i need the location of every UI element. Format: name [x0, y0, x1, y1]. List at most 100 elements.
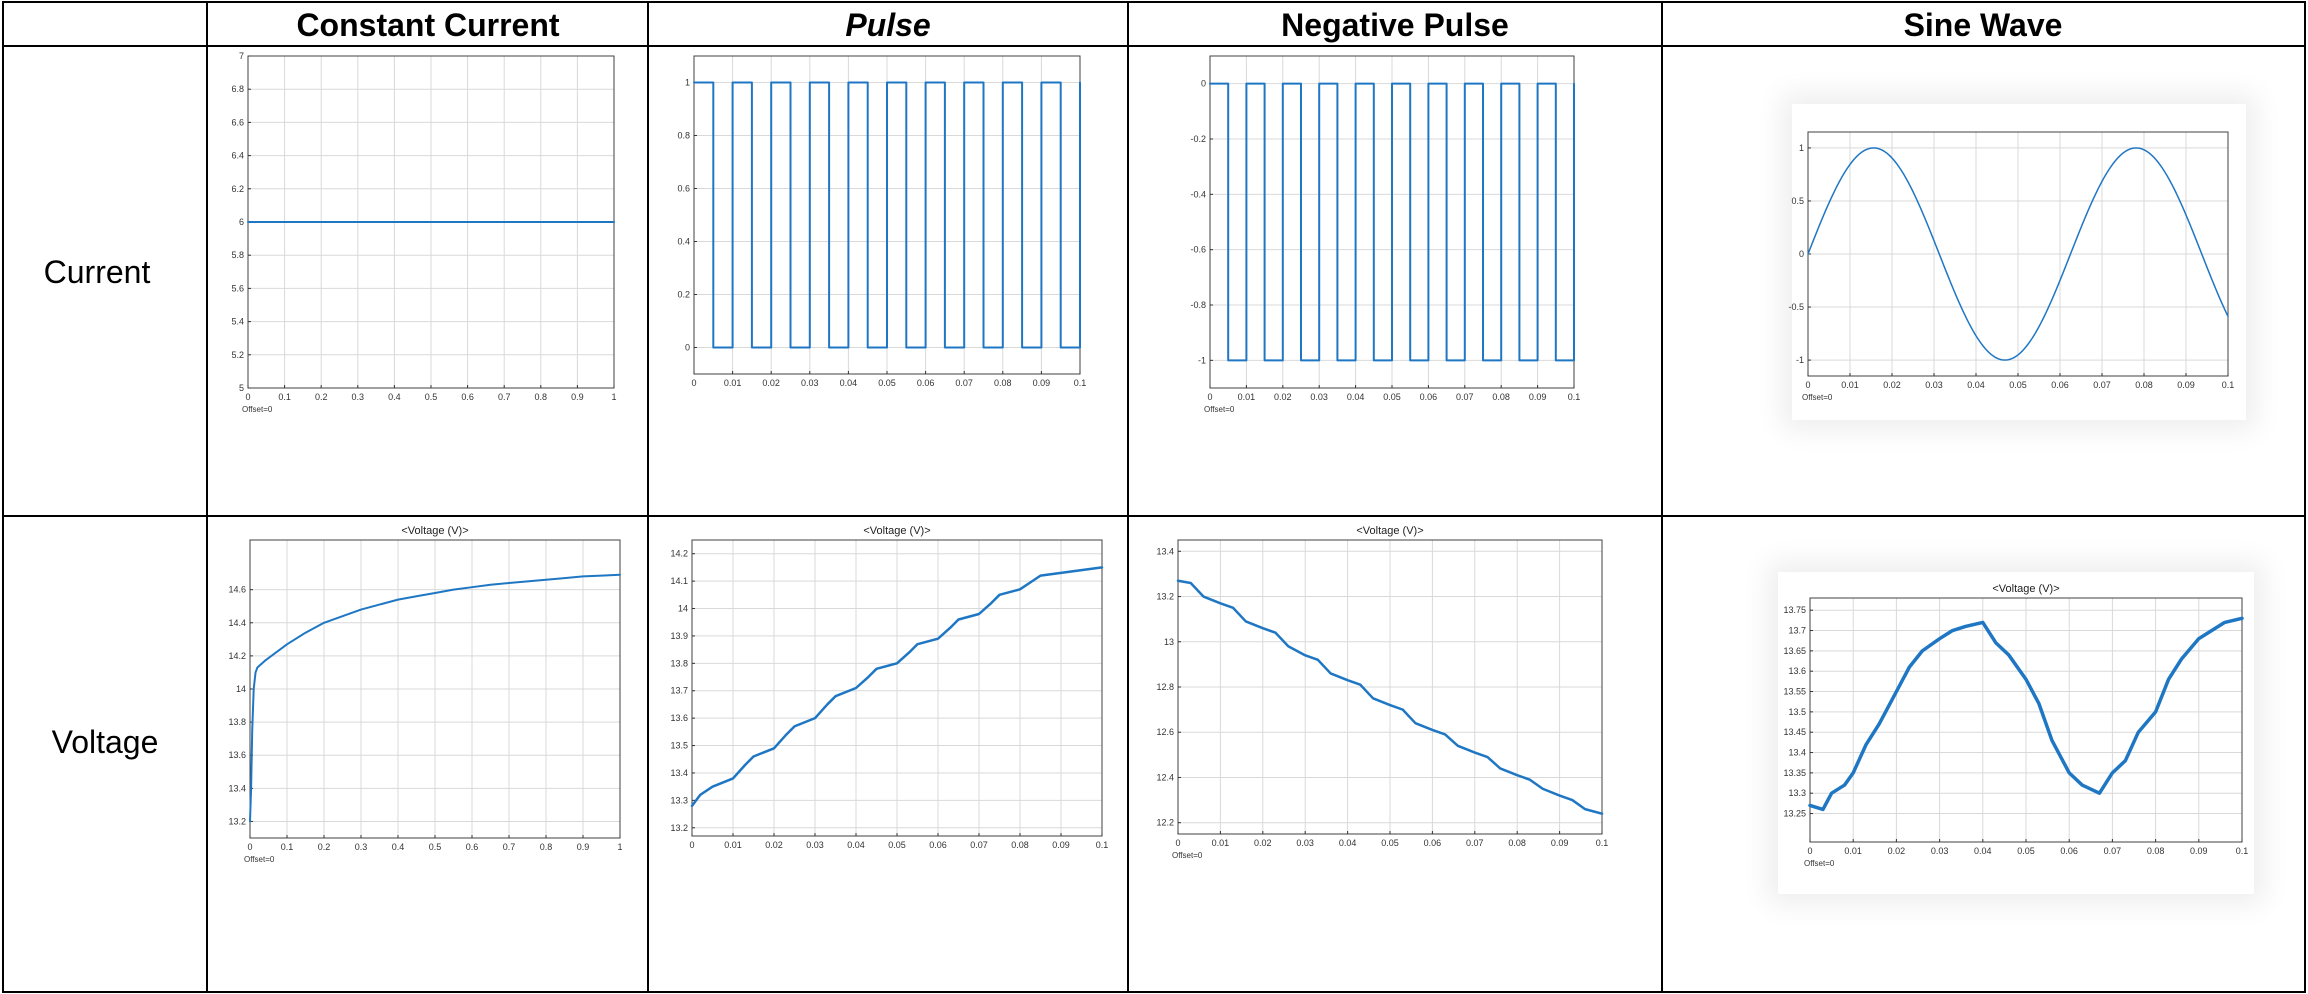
- header-sine-wave: Sine Wave: [1904, 7, 2063, 43]
- cc-current-xtick: 0: [245, 392, 250, 402]
- negpulse-voltage-ytick: 12.2: [1156, 818, 1174, 828]
- negative-pulse-current-plot: 0 0.01 0.02 0.03 0.04 0.05 0.06 0.07 0.08 0.09 0.1…: [1190, 52, 1588, 434]
- negpulse-voltage-series-line: [1176, 579, 1604, 815]
- sine-voltage-xtick: 0.05: [2017, 846, 2035, 856]
- cc-voltage-xtick: 0.6: [466, 842, 479, 852]
- pulse-voltage-ytick: 14.1: [670, 576, 688, 586]
- cc-voltage-xtick: 0.3: [355, 842, 368, 852]
- pulse-voltage-xtick: 0.08: [1011, 840, 1029, 850]
- sine-current-ytick: 0.5: [1791, 196, 1804, 206]
- header-constant-current: Constant Current: [296, 7, 559, 43]
- cc-current-xtick: 0.5: [425, 392, 438, 402]
- pulse-current-xtick: 0.08: [994, 378, 1012, 388]
- cc-current-ytick: 5.2: [231, 350, 244, 360]
- cc-current-ytick: 6.4: [231, 151, 244, 161]
- sine-current-series-line: [1807, 147, 2229, 361]
- cc-voltage-grid: [249, 540, 621, 838]
- pulse-current-xtick: 0.05: [878, 378, 896, 388]
- cc-voltage-ytick: 13.8: [228, 717, 246, 727]
- negpulse-voltage-ytick: 12.8: [1156, 682, 1174, 692]
- constant-current-current-plot: 0 0.1 0.2 0.3 0.4 0.5 0.6 0.7 0.8 0.9 1 5 5.2 5.4 5.6 5…: [228, 51, 626, 438]
- pulse-voltage-series-line: [690, 566, 1104, 808]
- cc-voltage-ytick: 13.2: [228, 816, 246, 826]
- sine-voltage-ytick: 13.45: [1783, 727, 1806, 737]
- cc-current-ytick: 5.4: [231, 317, 244, 327]
- sine-voltage-ytick: 13.75: [1783, 605, 1806, 615]
- cc-current-ytick: 5.6: [231, 283, 244, 293]
- negpulse-current-ytick: -0.4: [1190, 189, 1206, 199]
- sine-voltage-xtick: 0.08: [2147, 846, 2165, 856]
- sine-current-ytick: 0: [1799, 249, 1804, 259]
- cc-current-ytick: 6.8: [231, 84, 244, 94]
- sine-current-xtick: 0: [1805, 380, 1810, 390]
- cc-voltage-ytick: 13.6: [228, 750, 246, 760]
- cc-voltage-ytick: 14.4: [228, 618, 246, 628]
- cc-current-xtick: 0.3: [352, 392, 365, 402]
- sine-voltage-xtick: 0: [1807, 846, 1812, 856]
- pulse-current-xtick: 0.09: [1033, 378, 1051, 388]
- sine-current-svg: 0 0.01 0.02 0.03 0.04 0.05 0.06 0.07 0.08 0.09 0.1…: [1788, 131, 2234, 402]
- cc-current-xtick: 0.7: [498, 392, 511, 402]
- cc-current-xtick: 0.1: [278, 392, 291, 402]
- negpulse-voltage-xtick: 0.07: [1466, 838, 1484, 848]
- header-negative-pulse: Negative Pulse: [1281, 7, 1509, 43]
- negpulse-current-xtick: 0.07: [1456, 392, 1474, 402]
- cc-current-svg: 0 0.1 0.2 0.3 0.4 0.5 0.6 0.7 0.8 0.9 1 5 5.2 5.4 5.6 5…: [231, 51, 616, 414]
- sine-voltage-ytick: 13.6: [1788, 666, 1806, 676]
- sine-voltage-ytick: 13.25: [1783, 809, 1806, 819]
- cc-current-xtick: 0.9: [571, 392, 584, 402]
- pulse-current-ytick: 0.4: [677, 237, 690, 247]
- negpulse-voltage-xtick: 0.04: [1339, 838, 1357, 848]
- pulse-voltage-ytick: 13.3: [670, 795, 688, 805]
- row-label-current: Current: [44, 254, 151, 290]
- sine-voltage-svg: <Voltage (V)> 0 0.01 0.02 0.03 0.04 0.05 0.06 0.…: [1783, 583, 2248, 868]
- negpulse-current-xtick: 0.02: [1274, 392, 1292, 402]
- negpulse-current-offset-label: Offset=0: [1204, 405, 1235, 414]
- pulse-voltage-ytick: 13.4: [670, 768, 688, 778]
- pulse-voltage-svg: <Voltage (V)> 0 0.01 0.02 0.03 0.04 0.05 0.06 0.…: [670, 525, 1109, 850]
- pulse-current-ytick: 0.6: [677, 184, 690, 194]
- sine-voltage-series-line: [1808, 616, 2244, 812]
- negpulse-current-xtick: 0.09: [1529, 392, 1547, 402]
- negpulse-voltage-ytick: 12.6: [1156, 727, 1174, 737]
- cc-voltage-xtick: 0.8: [540, 842, 553, 852]
- pulse-current-series-line: [693, 81, 1081, 349]
- sine-voltage-xtick: 0.03: [1931, 846, 1949, 856]
- cc-current-ytick: 6: [239, 217, 244, 227]
- cc-current-xtick: 0.8: [535, 392, 548, 402]
- cc-current-xtick: 0.6: [461, 392, 474, 402]
- pulse-voltage-xtick: 0.04: [847, 840, 865, 850]
- pulse-voltage-title: <Voltage (V)>: [863, 525, 930, 537]
- pulse-voltage-xtick: 0.1: [1096, 840, 1109, 850]
- negpulse-voltage-xtick: 0.1: [1596, 838, 1609, 848]
- sine-current-ytick: -1: [1796, 355, 1804, 365]
- pulse-voltage-xtick: 0.07: [970, 840, 988, 850]
- pulse-voltage-xtick: 0.03: [806, 840, 824, 850]
- negpulse-current-xtick: 0.1: [1568, 392, 1581, 402]
- sine-current-xtick: 0.07: [2093, 380, 2111, 390]
- sine-current-ytick: -0.5: [1788, 302, 1804, 312]
- negpulse-current-ytick: -0.2: [1190, 134, 1206, 144]
- sine-voltage-ytick: 13.3: [1788, 788, 1806, 798]
- pulse-current-xtick: 0.1: [1074, 378, 1087, 388]
- sine-voltage-ytick: 13.55: [1783, 687, 1806, 697]
- cc-voltage-xtick: 0.4: [392, 842, 405, 852]
- sine-current-xtick: 0.09: [2177, 380, 2195, 390]
- negpulse-current-xtick: 0.03: [1310, 392, 1328, 402]
- sine-voltage-xtick: 0.06: [2060, 846, 2078, 856]
- cc-voltage-xtick: 0.7: [503, 842, 516, 852]
- cc-voltage-ytick: 14.2: [228, 651, 246, 661]
- cc-current-xtick: 0.4: [388, 392, 401, 402]
- cc-current-ytick: 6.2: [231, 184, 244, 194]
- negpulse-current-ytick: -0.6: [1190, 245, 1206, 255]
- constant-current-voltage-plot: <Voltage (V)> 0 0.1 0.2 0.3 0.4 0.5 0.6 0.7 0.8 0.…: [228, 520, 632, 902]
- pulse-current-xtick: 0.07: [955, 378, 973, 388]
- pulse-voltage-ytick: 13.2: [670, 823, 688, 833]
- negpulse-voltage-ytick: 13.4: [1156, 546, 1174, 556]
- sine-current-xtick: 0.08: [2135, 380, 2153, 390]
- pulse-voltage-xtick: 0.01: [724, 840, 742, 850]
- negpulse-current-ytick: -1: [1198, 355, 1206, 365]
- row-label-voltage: Voltage: [52, 724, 159, 760]
- pulse-voltage-ytick: 13.9: [670, 631, 688, 641]
- negpulse-current-ytick: 0: [1201, 79, 1206, 89]
